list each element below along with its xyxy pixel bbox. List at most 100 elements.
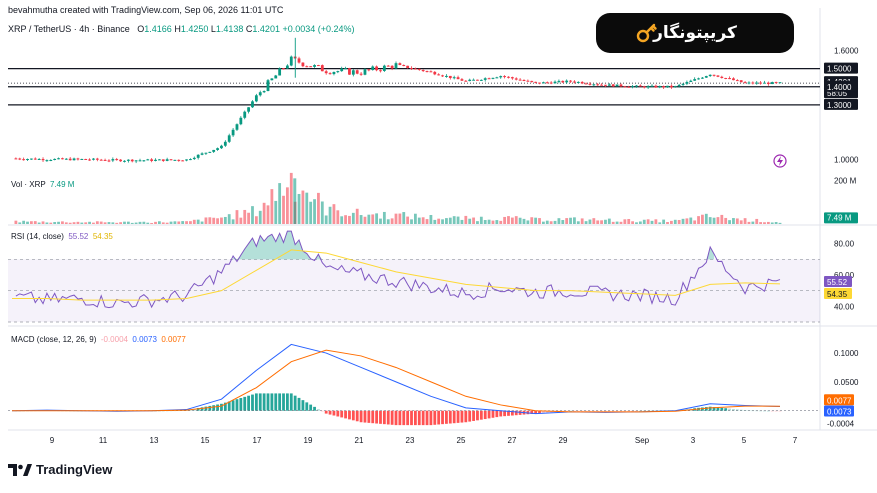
macd-histogram-bar xyxy=(499,410,503,417)
candle-body xyxy=(95,158,99,160)
volume-bar xyxy=(549,221,553,224)
volume-bar xyxy=(258,210,262,224)
macd-histogram-bar xyxy=(545,410,549,413)
volume-bar xyxy=(611,221,615,224)
candle-body xyxy=(545,82,549,84)
volume-bar xyxy=(22,220,26,224)
volume-bar xyxy=(26,221,29,224)
time-axis-label: 5 xyxy=(742,436,747,445)
candle-body xyxy=(580,81,584,84)
macd-histogram-bar xyxy=(324,410,328,414)
candle-body xyxy=(724,77,728,79)
macd-histogram-bar xyxy=(774,410,778,412)
volume-bar xyxy=(266,205,270,224)
volume-bar xyxy=(573,217,576,224)
volume-bar xyxy=(642,219,646,224)
open-value: 1.4166 xyxy=(144,24,172,34)
candle-body xyxy=(538,82,541,84)
volume-bar xyxy=(530,217,534,224)
macd-histogram-bar xyxy=(491,410,495,418)
macd-histogram-bar xyxy=(573,410,576,412)
candle-body xyxy=(398,63,402,66)
rsi-band xyxy=(8,259,820,322)
volume-bar xyxy=(569,217,572,224)
candle-body xyxy=(456,77,460,80)
candle-body xyxy=(413,68,417,70)
candle-body xyxy=(592,84,596,86)
rsi-label: RSI (14, close) 55.52 54.35 xyxy=(11,232,113,241)
candle-body xyxy=(270,78,274,81)
volume-bar xyxy=(324,215,328,224)
candle-body xyxy=(157,159,161,161)
candle-body xyxy=(491,77,495,79)
volume-bar xyxy=(363,216,367,224)
candle-body xyxy=(386,65,390,67)
volume-bar xyxy=(130,222,134,224)
volume-bar xyxy=(751,221,755,224)
volume-label: Vol · XRP 7.49 M xyxy=(11,180,74,189)
volume-bar xyxy=(53,222,57,224)
candle-body xyxy=(115,159,119,161)
macd-histogram-bar xyxy=(421,410,425,426)
price-level-tag-1-3000-bg xyxy=(824,98,858,110)
candle-body xyxy=(716,75,720,77)
volume-bar xyxy=(445,218,448,224)
volume-bar xyxy=(623,219,627,224)
volume-bar xyxy=(95,221,99,224)
macd-histogram-bar xyxy=(379,410,382,424)
macd-histogram-bar xyxy=(313,406,316,411)
volume-bar xyxy=(115,222,119,224)
volume-bar xyxy=(514,216,518,224)
volume-bar xyxy=(689,217,693,224)
macd-histogram-bar xyxy=(534,410,538,414)
volume-bar xyxy=(123,221,126,224)
low-value: 1.4138 xyxy=(215,24,244,34)
macd-histogram-bar xyxy=(406,410,410,426)
volume-bar xyxy=(282,195,285,224)
volume-bar xyxy=(359,215,363,224)
candle-body xyxy=(763,82,766,84)
candle-body xyxy=(68,158,72,161)
candle-body xyxy=(553,81,557,84)
candle-body xyxy=(212,149,216,152)
candle-body xyxy=(154,159,157,161)
candle-body xyxy=(604,84,607,86)
macd-histogram-bar xyxy=(433,410,437,425)
volume-bar xyxy=(254,216,258,224)
macd-histogram-bar xyxy=(243,396,247,411)
price-axis-label-1-0000: 1.0000 xyxy=(834,155,859,164)
volume-bar xyxy=(631,221,635,224)
volume-bar xyxy=(243,209,247,224)
volume-bar xyxy=(88,221,91,224)
volume-bar xyxy=(747,221,751,224)
candle-body xyxy=(80,158,84,160)
macd-histogram-bar xyxy=(375,410,379,424)
candle-body xyxy=(192,157,196,160)
candle-body xyxy=(231,129,235,136)
macd-histogram-bar xyxy=(611,410,615,412)
volume-bar xyxy=(297,193,301,224)
candle-body xyxy=(165,159,169,161)
macd-histogram-bar xyxy=(367,410,371,423)
volume-bar xyxy=(770,222,774,224)
macd-histogram-bar xyxy=(464,410,468,423)
candle-body xyxy=(223,141,227,146)
macd-histogram-bar xyxy=(503,410,507,417)
volume-bar xyxy=(367,214,371,224)
macd-histogram-bar xyxy=(445,410,448,424)
symbol-name[interactable]: XRP / TetherUS · 4h · Binance xyxy=(8,24,130,34)
candle-body xyxy=(14,158,18,160)
macd-histogram-bar xyxy=(712,407,716,411)
macd-hist-tag: -0.0004 xyxy=(827,419,855,428)
macd-histogram-bar xyxy=(607,410,611,412)
candle-body xyxy=(701,77,704,79)
tradingview-footer[interactable]: TradingView xyxy=(8,462,112,477)
volume-bar xyxy=(545,220,549,224)
macd-hist-value: -0.0004 xyxy=(100,335,128,344)
candle-body xyxy=(208,151,212,153)
candle-body xyxy=(227,135,231,142)
volume-bar xyxy=(669,220,673,224)
candle-body xyxy=(379,70,382,72)
rsi-tag: 55.52 xyxy=(827,278,848,287)
volume-bar xyxy=(735,218,739,224)
